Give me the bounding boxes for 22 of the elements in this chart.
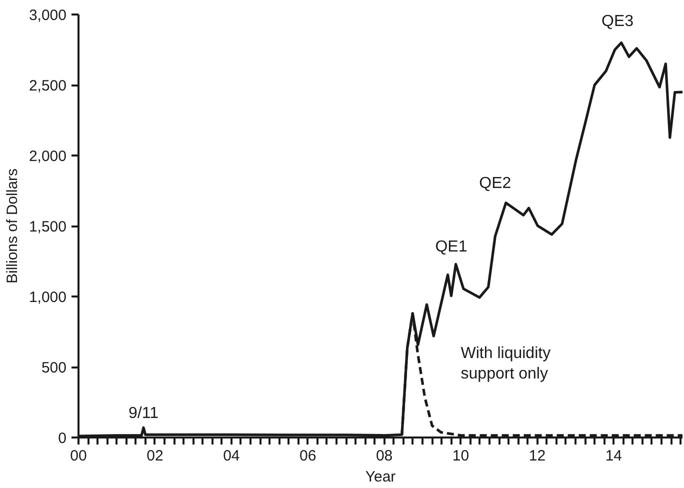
y-axis-title: Billions of Dollars [4,168,21,284]
annotation: 9/11 [128,405,159,422]
annotation: QE2 [479,175,512,192]
x-tick-label: 10 [452,448,470,464]
x-tick-label: 06 [300,448,316,464]
x-tick-label: 14 [605,448,622,464]
x-tick-label: 12 [528,448,546,464]
y-tick-label: 1,500 [28,218,67,236]
x-tick-label: 04 [223,448,240,464]
y-tick-label: 3,000 [28,7,67,24]
x-axis-title: Year [365,468,396,486]
annotation: QE3 [602,13,634,30]
y-tick-label: 0 [58,430,66,447]
y-tick-label: 2,000 [28,148,67,165]
y-tick-label: 500 [41,360,67,376]
x-tick-label: 08 [376,448,393,464]
annotation: QE1 [435,238,468,256]
y-tick-label: 1,000 [28,289,67,306]
x-tick-label: 00 [70,448,87,464]
annotation: With liquidity support only [460,345,551,383]
y-tick-label: 2,500 [28,78,67,94]
x-tick-label: 02 [146,448,164,464]
